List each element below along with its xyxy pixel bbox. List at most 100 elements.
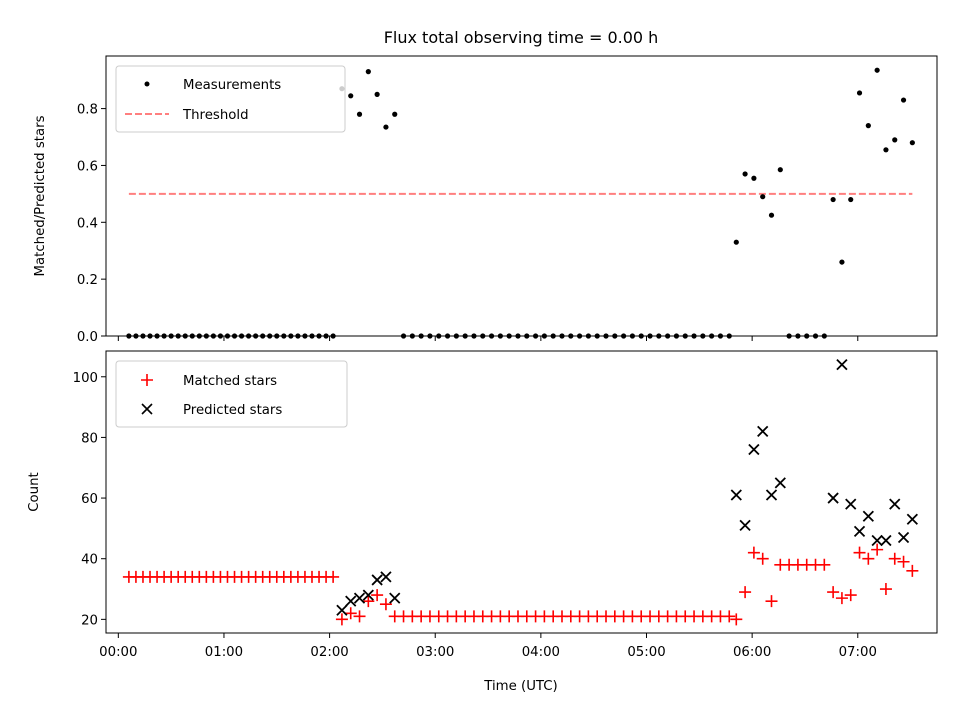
bottom-axes: 20 40 60 80 100 00:00 01:00 02:00 03:00 04:00 05:… bbox=[27, 350, 938, 694]
matched-star-point bbox=[818, 558, 831, 571]
top-axes: Flux total observing time = 0.00 h 0.00.… bbox=[33, 28, 938, 345]
measurement-point bbox=[392, 111, 398, 117]
bottom-x-tick-label: 06:00 bbox=[733, 645, 771, 660]
top-y-axis-label: Matched/Predicted stars bbox=[33, 115, 48, 276]
predicted-star-point bbox=[827, 492, 839, 504]
matched-star-point bbox=[906, 564, 919, 577]
legend-marker-measurements bbox=[144, 81, 150, 87]
measurement-point bbox=[848, 196, 854, 203]
predicted-star-point bbox=[871, 534, 883, 547]
matched-star-point bbox=[362, 595, 375, 608]
measurement-point bbox=[768, 212, 775, 218]
matched-star-point bbox=[756, 552, 769, 565]
measurement-point bbox=[874, 67, 880, 73]
predicted-star-point bbox=[371, 574, 383, 586]
matched-star-point bbox=[871, 543, 884, 556]
measurement-point bbox=[742, 171, 748, 177]
bottom-y-tick-label: 80 bbox=[81, 431, 98, 446]
bottom-x-tick-label: 03:00 bbox=[416, 645, 454, 660]
predicted-star-point bbox=[853, 525, 866, 538]
bottom-y-ticks: 20 40 60 80 100 bbox=[73, 371, 106, 628]
bottom-y-tick-label: 40 bbox=[81, 553, 98, 568]
predicted-star-point bbox=[880, 534, 892, 547]
predicted-star-point bbox=[345, 595, 357, 607]
predicted-star-point bbox=[757, 425, 769, 437]
measurement-point bbox=[892, 137, 898, 143]
measurement-point bbox=[733, 239, 739, 245]
matched-star-point bbox=[862, 552, 875, 565]
matched-stars-points bbox=[122, 543, 919, 626]
legend-label-threshold: Threshold bbox=[182, 108, 249, 123]
predicted-star-point bbox=[336, 604, 348, 616]
bottom-x-ticks: 00:00 01:00 02:00 03:00 04:00 05:00 06:00 07:00 bbox=[99, 633, 877, 660]
matched-star-point bbox=[765, 595, 778, 608]
matched-star-point bbox=[335, 613, 348, 626]
measurement-point bbox=[856, 90, 863, 96]
matched-star-point bbox=[844, 589, 857, 602]
measurement-point bbox=[839, 259, 845, 265]
measurement-point bbox=[830, 196, 836, 203]
matched-star-point bbox=[888, 552, 901, 565]
top-y-ticks: 0.0 0.2 0.4 0.6 0.8 bbox=[77, 103, 106, 345]
matched-star-point bbox=[879, 583, 892, 596]
predicted-star-point bbox=[739, 519, 751, 531]
predicted-star-point bbox=[862, 510, 874, 522]
predicted-star-point bbox=[897, 531, 910, 544]
predicted-stars-points bbox=[336, 359, 918, 616]
measurement-point bbox=[909, 140, 915, 146]
bottom-legend: Matched stars Predicted stars bbox=[115, 360, 348, 428]
measurement-point bbox=[365, 69, 371, 75]
legend-label-matched: Matched stars bbox=[183, 374, 277, 389]
matched-star-point bbox=[379, 598, 392, 611]
legend-marker-predicted bbox=[141, 403, 153, 415]
legend-label-measurements: Measurements bbox=[183, 78, 281, 93]
predicted-star-point bbox=[889, 498, 901, 510]
predicted-star-point bbox=[730, 489, 742, 501]
bottom-x-tick-label: 00:00 bbox=[99, 645, 137, 660]
bottom-y-tick-label: 100 bbox=[73, 371, 98, 386]
matched-star-point bbox=[353, 610, 366, 623]
top-y-tick-label: 0.6 bbox=[77, 159, 98, 174]
bottom-axes-frame bbox=[105, 350, 938, 634]
matched-star-point bbox=[853, 546, 866, 559]
matched-star-point bbox=[747, 546, 760, 559]
predicted-star-point bbox=[748, 443, 760, 456]
matched-star-point bbox=[723, 610, 736, 623]
matched-star-point bbox=[835, 592, 848, 605]
matched-star-point bbox=[371, 589, 384, 602]
matched-star-point bbox=[827, 586, 840, 599]
measurement-point bbox=[900, 97, 907, 103]
top-legend-box bbox=[115, 65, 346, 133]
predicted-star-point bbox=[362, 589, 374, 601]
measurement-point bbox=[383, 124, 389, 130]
bottom-x-tick-label: 02:00 bbox=[310, 645, 348, 660]
top-axes-frame bbox=[105, 55, 938, 337]
predicted-star-point bbox=[765, 489, 778, 501]
measurement-point bbox=[348, 93, 354, 99]
matched-star-point bbox=[327, 570, 340, 583]
matched-star-point bbox=[739, 586, 752, 599]
predicted-star-point bbox=[774, 477, 786, 489]
top-y-tick-label: 0.8 bbox=[77, 103, 98, 118]
top-x-ticks bbox=[117, 336, 859, 341]
predicted-star-point bbox=[389, 592, 401, 604]
top-y-tick-label: 0.2 bbox=[77, 273, 98, 288]
matched-star-point bbox=[897, 555, 910, 568]
bottom-y-axis-label: Count bbox=[27, 472, 42, 512]
top-y-tick-label: 0.0 bbox=[77, 330, 98, 345]
measurement-point bbox=[751, 175, 757, 181]
top-y-tick-label: 0.4 bbox=[77, 216, 98, 231]
bottom-legend-box bbox=[115, 360, 348, 428]
bottom-x-tick-label: 04:00 bbox=[522, 645, 560, 660]
legend-label-predicted: Predicted stars bbox=[183, 403, 282, 418]
bottom-x-tick-label: 01:00 bbox=[205, 645, 243, 660]
top-chart-title: Flux total observing time = 0.00 h bbox=[384, 28, 659, 47]
bottom-x-tick-label: 05:00 bbox=[627, 645, 665, 660]
measurement-point bbox=[374, 91, 380, 97]
measurement-point bbox=[760, 194, 766, 200]
measurement-point bbox=[777, 167, 783, 173]
bottom-y-tick-label: 20 bbox=[81, 613, 98, 628]
bottom-x-axis-label: Time (UTC) bbox=[483, 679, 558, 694]
predicted-star-point bbox=[353, 592, 366, 604]
